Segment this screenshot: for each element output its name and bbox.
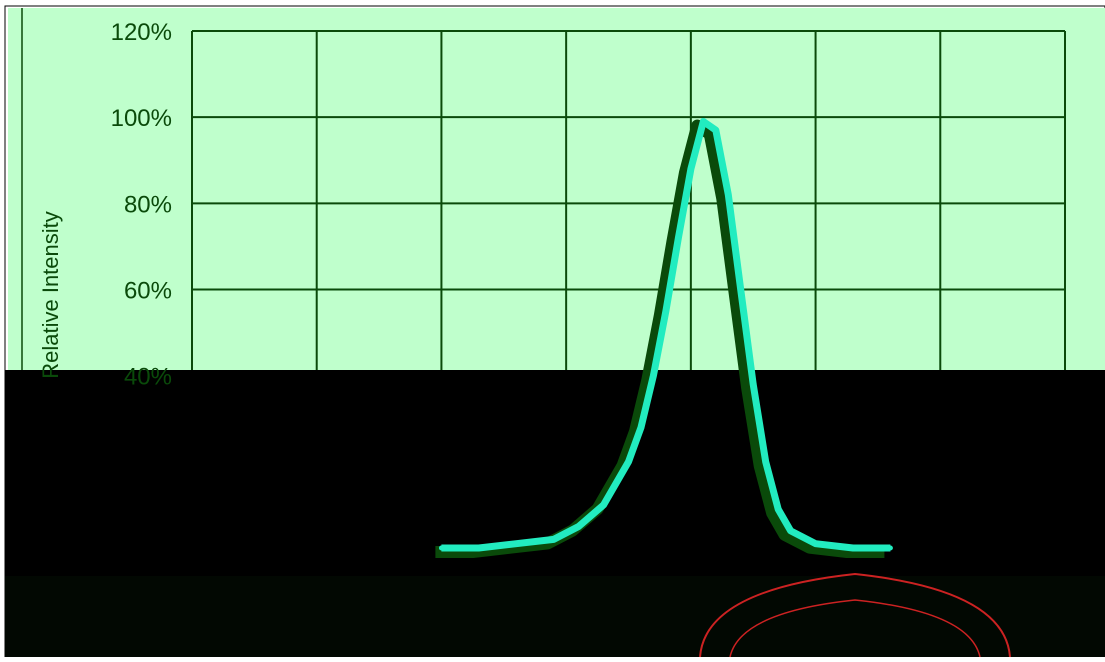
series-point: [638, 424, 644, 430]
series-point: [576, 523, 582, 529]
series-point: [675, 235, 681, 241]
dark-overlay: [5, 370, 1105, 657]
series-point: [887, 545, 893, 551]
series-point: [513, 541, 519, 547]
overlay-band-lower: [5, 576, 1105, 657]
series-point: [788, 528, 794, 534]
series-point: [813, 541, 819, 547]
series-point: [601, 502, 607, 508]
curve-layer: [435, 118, 893, 558]
series-point: [700, 118, 706, 124]
series-point: [763, 459, 769, 465]
series-point: [663, 308, 669, 314]
y-tick-label: 60%: [124, 278, 172, 305]
seal-outer-arc: [699, 572, 1011, 658]
series-point: [775, 506, 781, 512]
y-tick-labels: 120% 100% 80% 60% 40%: [111, 19, 172, 391]
y-axis-label: Relative Intensity: [38, 211, 63, 379]
y-tick-label: 120%: [111, 19, 172, 46]
series-point: [725, 192, 731, 198]
series-point: [713, 127, 719, 133]
series-point: [626, 459, 631, 465]
y-tick-label: 100%: [111, 105, 172, 132]
series-point: [551, 536, 557, 542]
series-point: [476, 545, 482, 551]
y-tick-label: 80%: [124, 191, 172, 218]
series-point: [750, 381, 756, 387]
seal-stamp: [699, 572, 1011, 658]
series-point: [738, 287, 744, 292]
series-point: [688, 166, 694, 172]
series-point: [650, 373, 656, 379]
series-point: [438, 545, 444, 551]
seal-inner-arc: [729, 599, 981, 658]
y-tick-label: 40%: [124, 364, 172, 391]
series-point: [850, 545, 856, 551]
